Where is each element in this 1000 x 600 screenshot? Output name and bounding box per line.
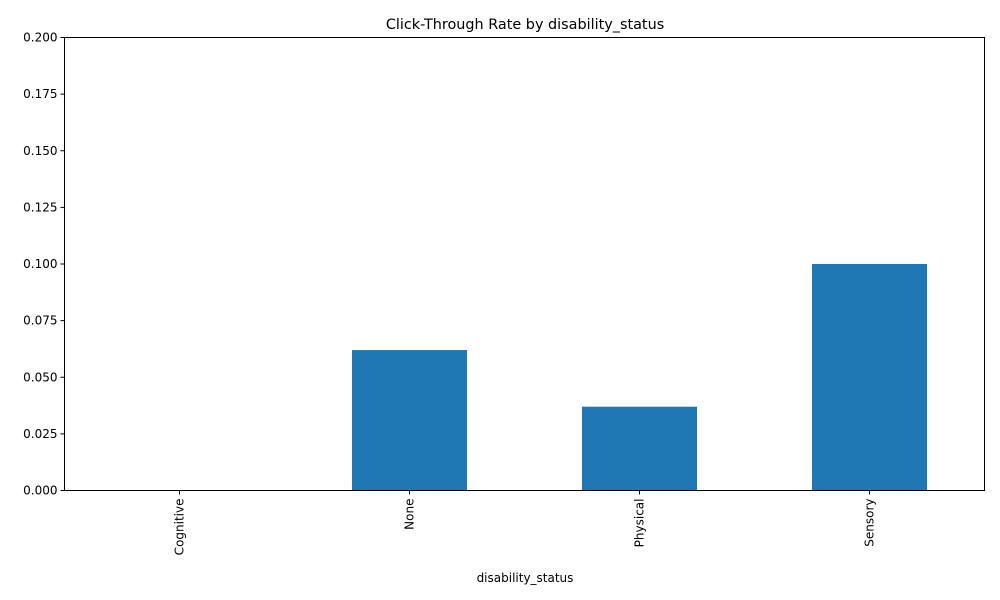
x-axis: Cognitive None Physical Sensory: [173, 490, 877, 556]
y-tick-label: 0.100: [23, 257, 57, 271]
chart-title: Click-Through Rate by disability_status: [386, 17, 664, 33]
x-tick-label: None: [403, 499, 417, 530]
x-axis-title: disability_status: [477, 571, 574, 585]
x-tick-label: Sensory: [863, 499, 877, 547]
bars: [352, 264, 927, 491]
bar-physical: [582, 406, 697, 491]
x-tick-label: Cognitive: [173, 499, 187, 556]
bar-none: [352, 350, 467, 491]
y-tick-label: 0.000: [23, 484, 57, 498]
y-tick-label: 0.175: [23, 87, 57, 101]
y-tick-label: 0.200: [23, 31, 57, 45]
y-tick-label: 0.050: [23, 370, 57, 384]
bar-sensory: [812, 264, 927, 491]
y-axis: 0.000 0.025 0.050 0.075 0.100 0.125 0.150 0.175…: [23, 31, 65, 498]
y-tick-label: 0.025: [23, 427, 57, 441]
plot-frame: [64, 37, 985, 491]
y-tick-label: 0.075: [23, 314, 57, 328]
y-tick-label: 0.150: [23, 144, 57, 158]
x-tick-label: Physical: [633, 499, 647, 548]
y-tick-label: 0.125: [23, 200, 57, 214]
